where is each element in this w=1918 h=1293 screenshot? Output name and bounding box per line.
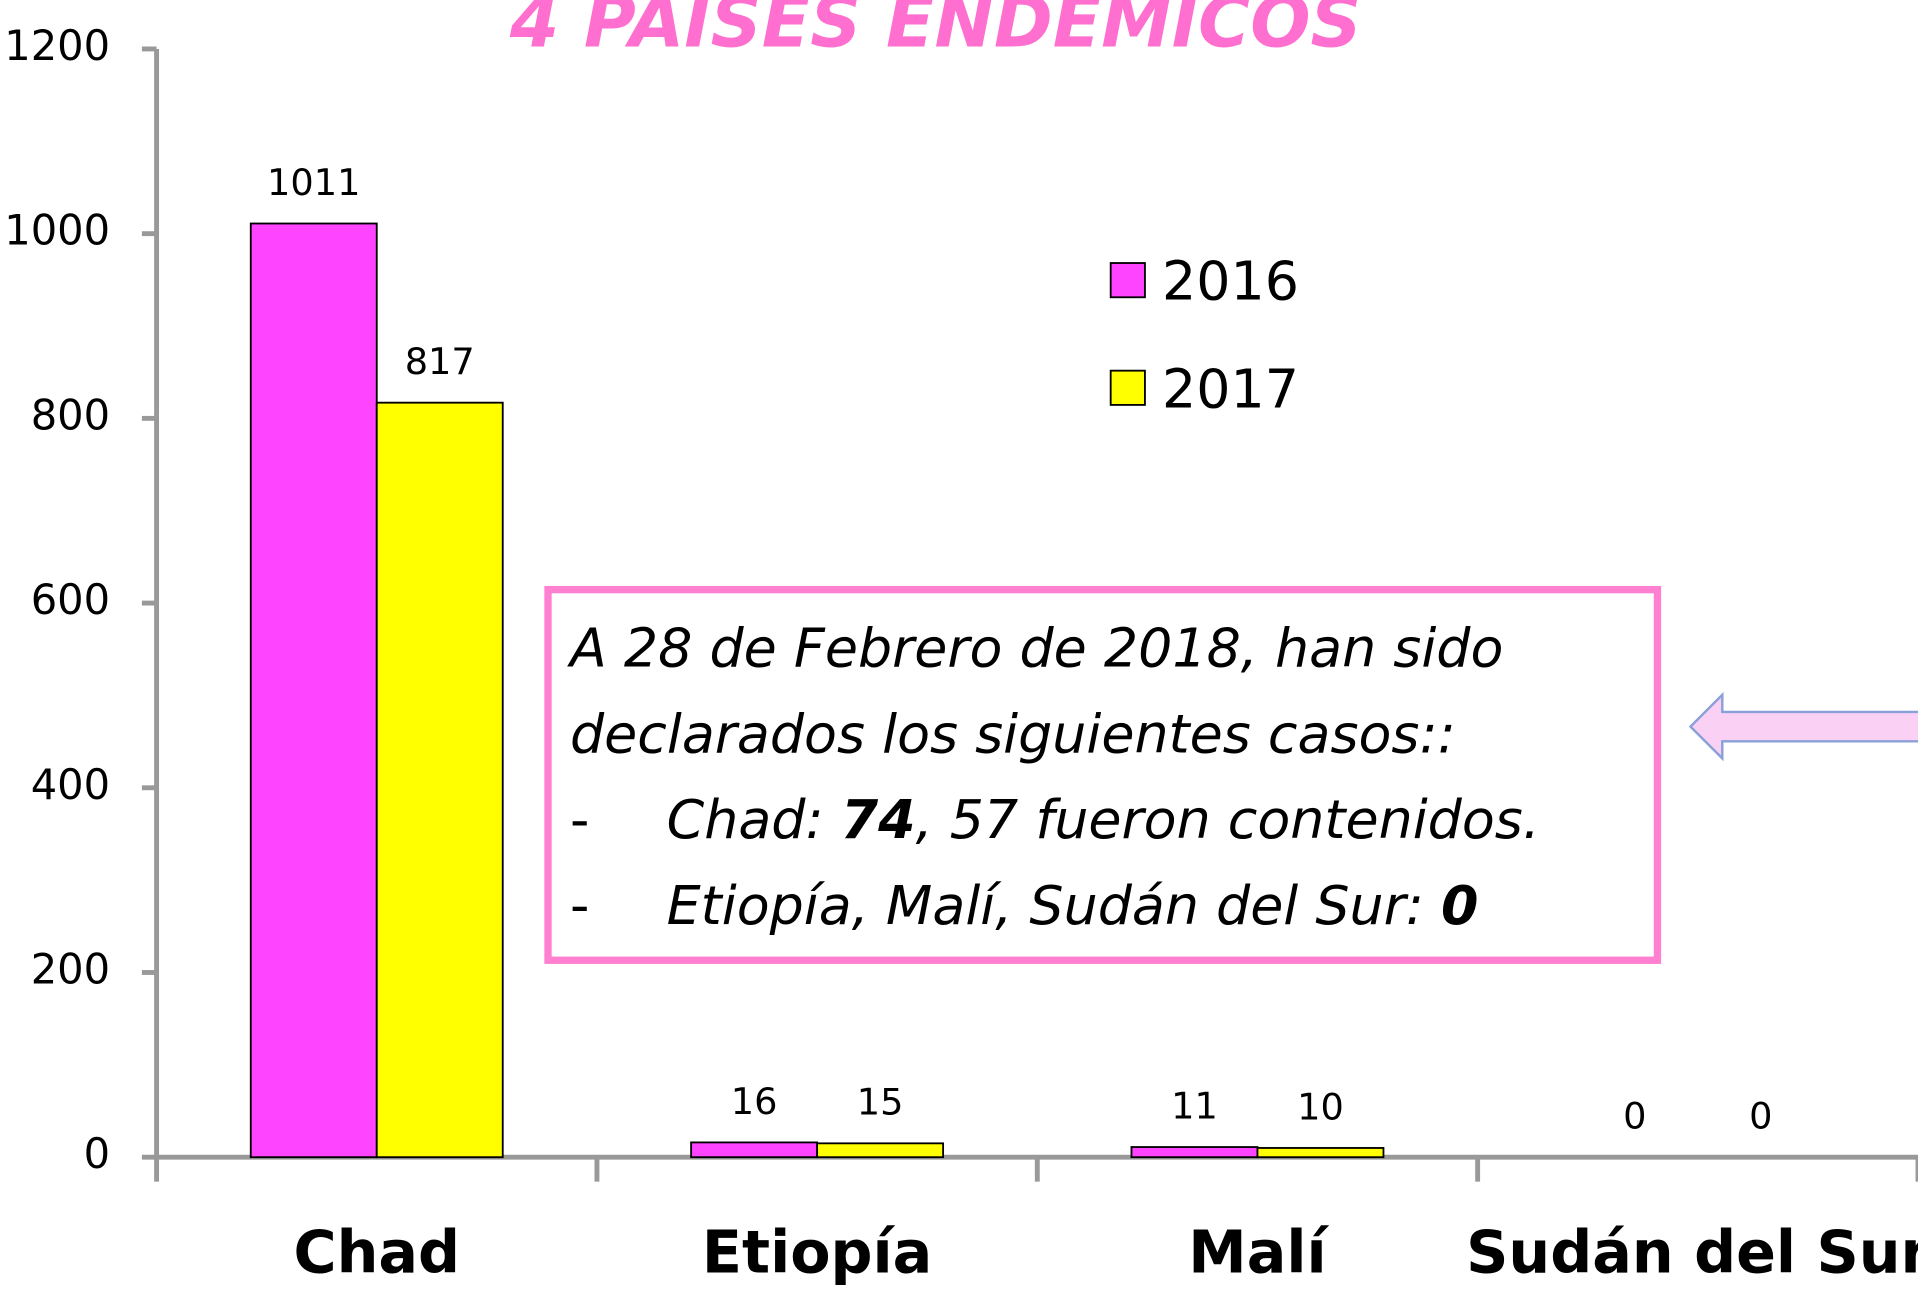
bar (690, 1141, 819, 1159)
arrow (1688, 691, 1918, 762)
annotation-line: A 28 de Febrero de 2018, han sido (567, 617, 1503, 680)
data-label: 0 (1749, 1095, 1772, 1138)
data-label: 0 (1623, 1095, 1646, 1138)
annotation-line: Etiopía, Malí, Sudán del Sur: 0 (667, 874, 1479, 937)
annotation: A 28 de Febrero de 2018, han sido declar… (567, 617, 1540, 937)
x-tick-label: Sudán del Sur (1466, 1218, 1918, 1286)
x-tick-label: Etiopía (702, 1218, 932, 1286)
data-label: 16 (731, 1080, 778, 1123)
bar (1256, 1147, 1385, 1159)
data-label: 11 (1171, 1084, 1218, 1127)
annotation-line: Chad: 74, 57 fueron contenidos. (667, 788, 1540, 851)
legend-swatch (1109, 262, 1146, 299)
legend-label: 2016 (1162, 250, 1299, 313)
data-label: 1011 (267, 161, 360, 204)
y-tick-label: 0 (84, 1129, 110, 1178)
y-tick-label: 600 (31, 575, 110, 624)
bar (816, 1142, 945, 1159)
bar (249, 222, 378, 1159)
annotation-text: Chad: (667, 788, 841, 851)
bar (1130, 1146, 1259, 1159)
annotation-box (544, 585, 1662, 964)
chart-title: 4 PAÍSES ENDÉMICOS (509, 0, 1362, 63)
x-tick-label: Chad (293, 1218, 460, 1286)
annotation-line: declarados los siguientes casos:: (570, 702, 1456, 765)
data-label: 15 (857, 1081, 904, 1124)
y-tick-label: 800 (31, 390, 110, 439)
legend-swatch (1109, 369, 1146, 406)
y-tick-label: 1000 (4, 206, 110, 255)
x-tick-label: Malí (1188, 1218, 1329, 1286)
data-label: 10 (1297, 1085, 1344, 1128)
data-label: 817 (405, 340, 475, 383)
annotation-dash: - (570, 788, 589, 851)
y-tick-label: 400 (31, 760, 110, 809)
annotation-text: , 57 fueron contenidos. (916, 788, 1540, 851)
annotation-text: Etiopía, Malí, Sudán del Sur: (667, 874, 1441, 937)
legend-label: 2017 (1162, 357, 1299, 420)
annotation-dash: - (570, 874, 589, 937)
annotation-bold: 74 (841, 788, 916, 851)
y-tick-label: 1200 (4, 21, 110, 70)
y-tick-label: 200 (31, 944, 110, 993)
annotation-bold: 0 (1441, 874, 1478, 937)
bar (375, 401, 504, 1159)
